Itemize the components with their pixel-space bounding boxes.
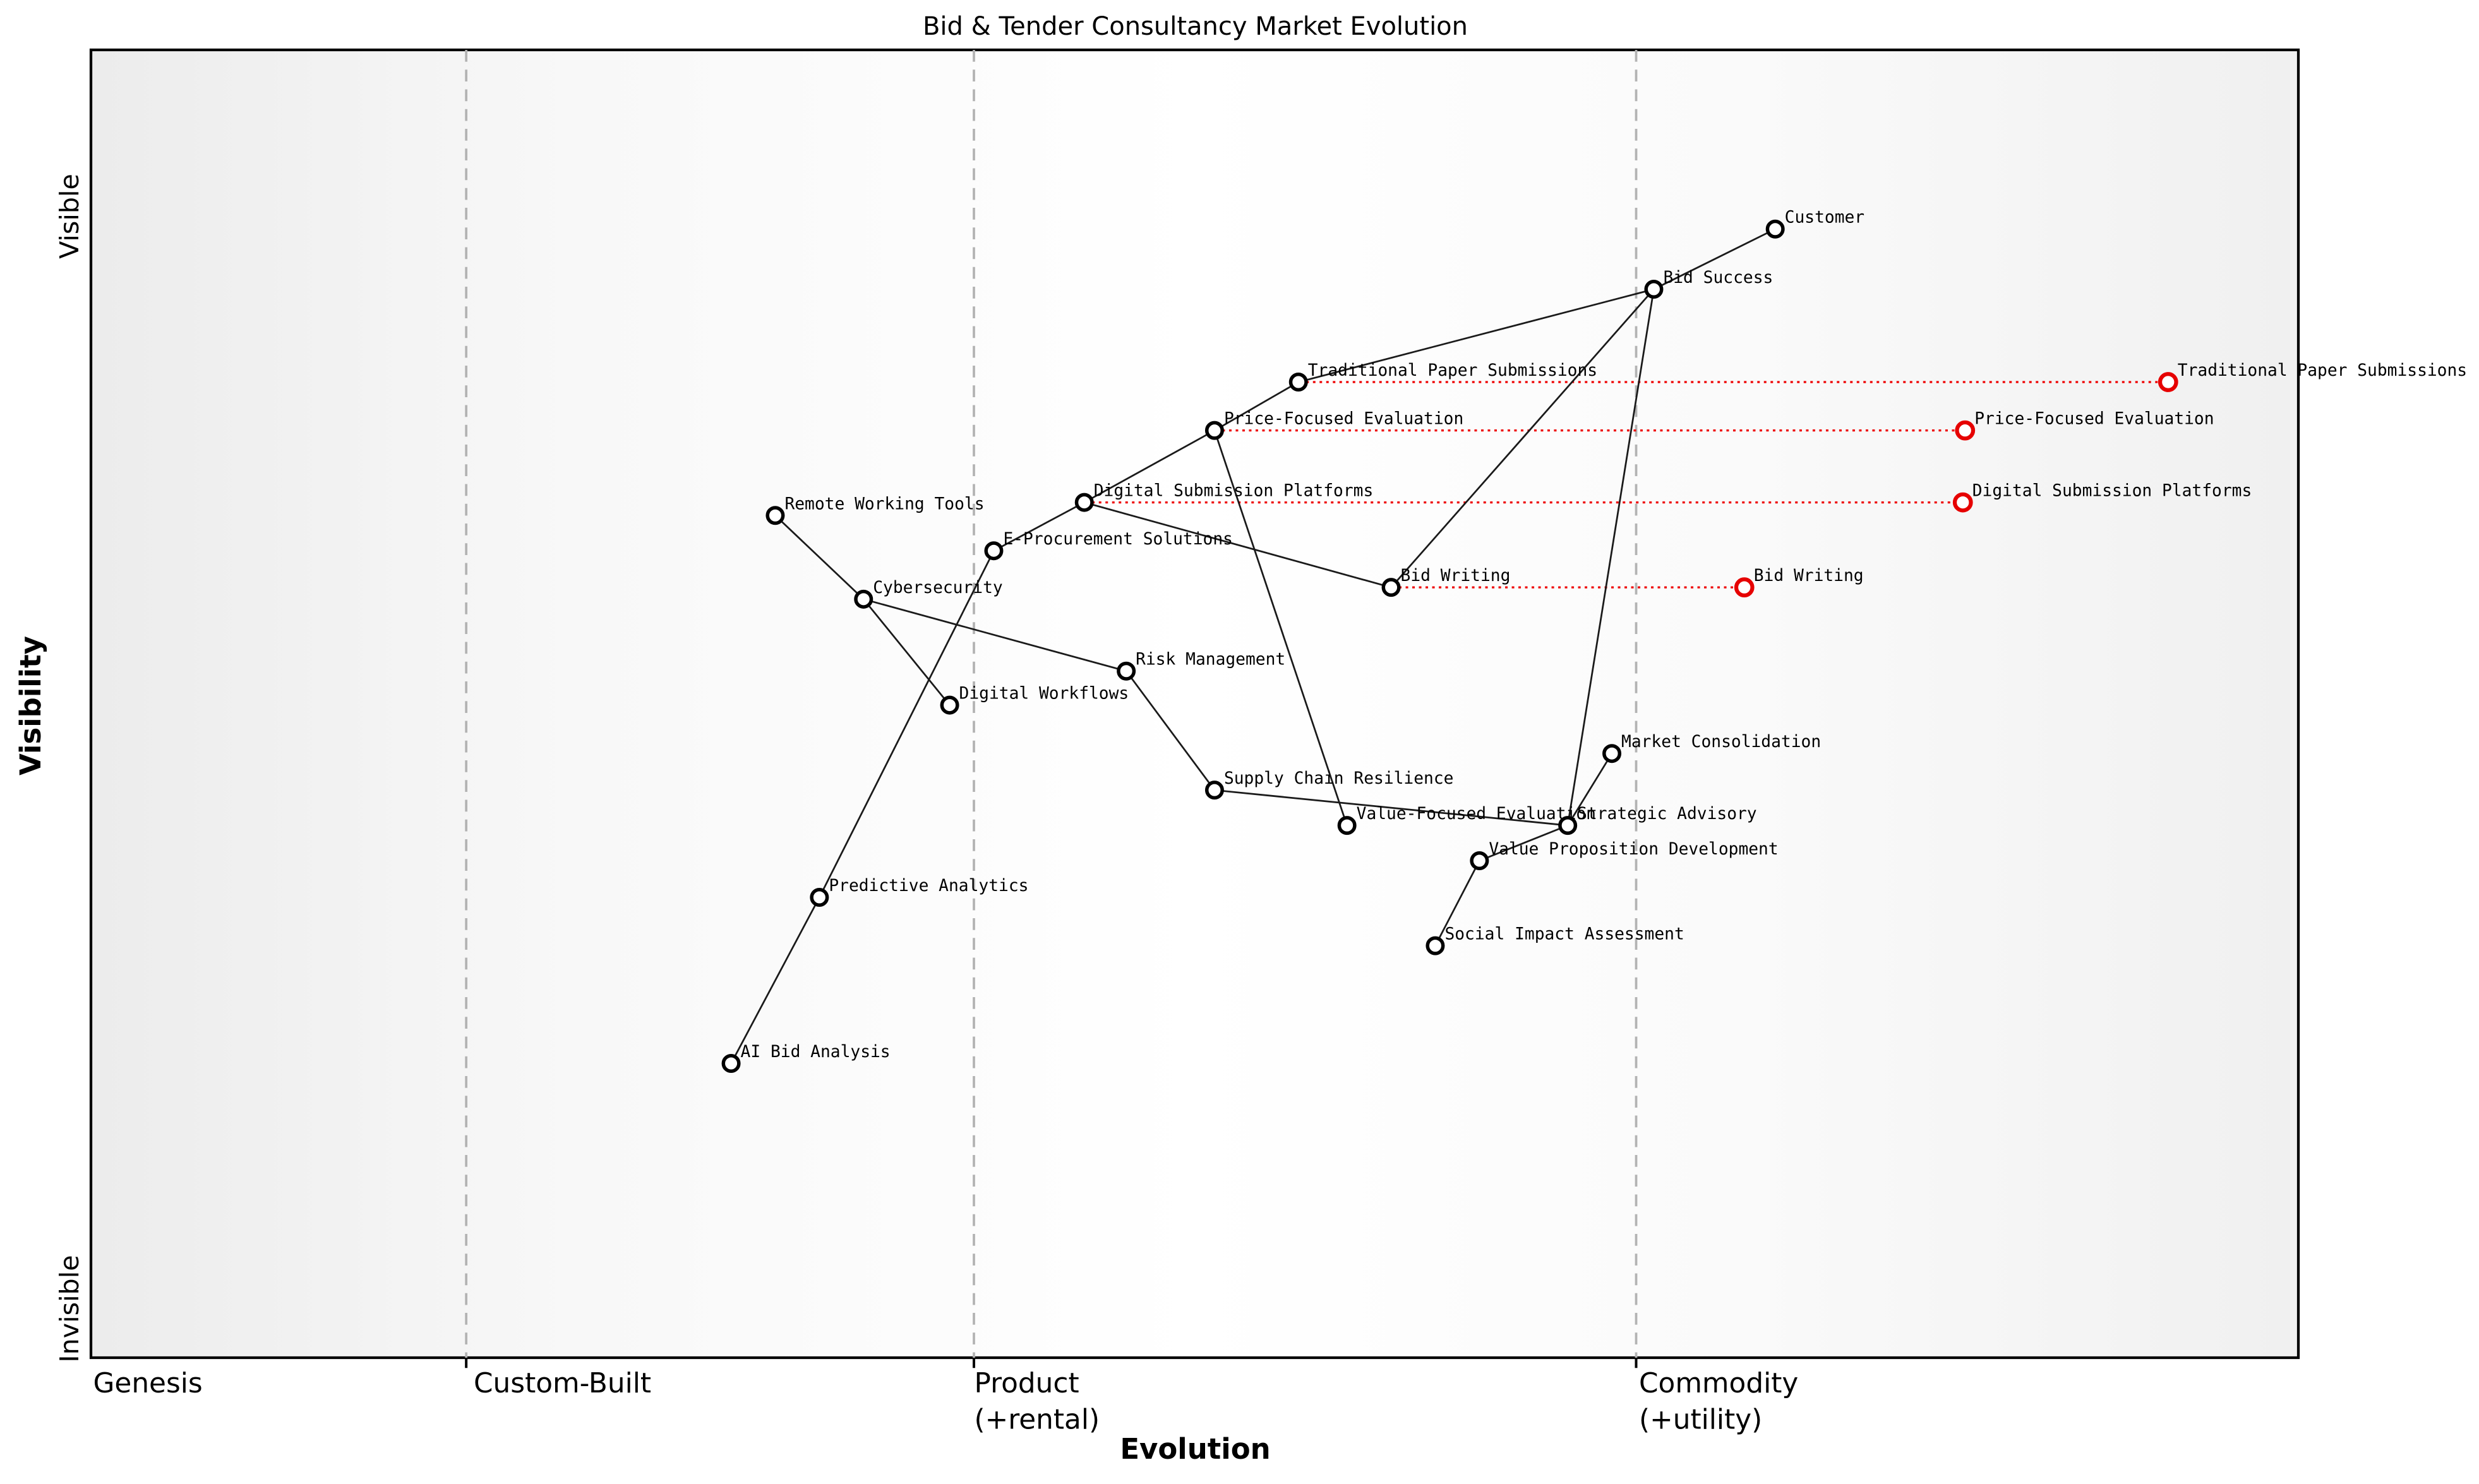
evolved-node-label-digital-submission-platforms: Digital Submission Platforms xyxy=(1972,482,2252,501)
map-node-strategic-advisory xyxy=(1558,816,1578,835)
node-label-bid-success: Bid Success xyxy=(1663,268,1773,287)
edge-strategic-advisory--market-consolidation xyxy=(1566,753,1613,826)
stage-label-commodity-text: Commodity xyxy=(1639,1368,1799,1401)
map-node-value-focused-evaluation xyxy=(1337,816,1357,835)
map-node-market-consolidation xyxy=(1602,744,1622,763)
stage-label-custom-built: Custom-Built xyxy=(474,1367,651,1403)
evolved-node-digital-submission-platforms xyxy=(1952,492,1973,513)
map-node-bid-success xyxy=(1644,279,1664,299)
node-label-ai-bid-analysis: AI Bid Analysis xyxy=(741,1043,891,1062)
map-node-customer xyxy=(1765,219,1785,239)
node-label-value-proposition-development: Value Proposition Development xyxy=(1489,840,1778,859)
edge-digital-submission-platforms--e-procurement-solutions xyxy=(993,501,1085,552)
stage-label-commodity: Commodity (+utility) xyxy=(1639,1367,1798,1439)
node-label-price-focused-evaluation: Price-Focused Evaluation xyxy=(1224,410,1463,429)
evolved-node-label-traditional-paper-submissions: Traditional Paper Submissions xyxy=(2178,361,2467,380)
stage-label-genesis-text: Genesis xyxy=(93,1368,203,1401)
y-axis-top-label: Visible xyxy=(54,172,85,258)
edge-price-focused-evaluation--digital-submission-platforms xyxy=(1084,429,1215,503)
edge-strategic-advisory--value-proposition-development xyxy=(1479,824,1568,862)
node-label-digital-workflows: Digital Workflows xyxy=(959,685,1129,703)
map-node-risk-management xyxy=(1117,661,1136,681)
edge-predictive-analytics--ai-bid-analysis xyxy=(730,897,820,1064)
node-label-strategic-advisory: Strategic Advisory xyxy=(1577,805,1756,823)
plot-area xyxy=(89,48,2300,1360)
evolved-node-price-focused-evaluation xyxy=(1955,420,1976,441)
evolved-node-traditional-paper-submissions xyxy=(2158,372,2178,392)
edge-traditional-paper-submissions--price-focused-evaluation xyxy=(1214,381,1299,431)
evolved-node-label-bid-writing: Bid Writing xyxy=(1754,566,1864,585)
map-node-traditional-paper-submissions xyxy=(1288,373,1308,392)
map-node-bid-writing xyxy=(1381,578,1401,597)
node-label-customer: Customer xyxy=(1785,208,1864,227)
stage-label-product: Product (+rental) xyxy=(975,1367,1100,1439)
map-node-value-proposition-development xyxy=(1470,851,1489,871)
stage-label-custom-built-text: Custom-Built xyxy=(474,1368,652,1401)
stage-label-product-sub: (+rental) xyxy=(974,1404,1100,1437)
node-label-remote-working-tools: Remote Working Tools xyxy=(784,494,984,513)
node-label-bid-writing: Bid Writing xyxy=(1401,566,1511,585)
node-label-supply-chain-resilience: Supply Chain Resilience xyxy=(1224,769,1454,788)
stage-label-product-text: Product xyxy=(974,1368,1079,1401)
stage-label-commodity-sub: (+utility) xyxy=(1639,1404,1763,1437)
map-node-e-procurement-solutions xyxy=(984,541,1004,561)
node-label-risk-management: Risk Management xyxy=(1136,650,1285,669)
edge-value-proposition-development--social-impact-assessment xyxy=(1434,860,1480,947)
map-node-supply-chain-resilience xyxy=(1204,781,1224,800)
y-axis-title: Visibility xyxy=(15,635,49,776)
node-label-cybersecurity: Cybersecurity xyxy=(873,578,1002,597)
node-label-value-focused-evaluation: Value-Focused Evaluation xyxy=(1357,805,1596,823)
map-node-remote-working-tools xyxy=(765,506,785,525)
edge-bid-writing--bid-success xyxy=(1390,289,1655,589)
edge-price-focused-evaluation--value-focused-evaluation xyxy=(1213,430,1348,826)
edge-bid-success--traditional-paper-submissions xyxy=(1298,288,1654,383)
map-node-digital-workflows xyxy=(940,695,959,715)
map-node-price-focused-evaluation xyxy=(1204,421,1224,440)
edge-digital-submission-platforms--bid-writing xyxy=(1084,501,1391,589)
node-label-traditional-paper-submissions: Traditional Paper Submissions xyxy=(1308,361,1597,380)
y-axis-bottom-label: Invisible xyxy=(54,1255,85,1363)
evolved-node-label-price-focused-evaluation: Price-Focused Evaluation xyxy=(1974,410,2214,429)
edge-customer--bid-success xyxy=(1653,228,1776,290)
evolved-node-bid-writing xyxy=(1734,577,1755,598)
map-node-cybersecurity xyxy=(854,589,873,609)
node-label-market-consolidation: Market Consolidation xyxy=(1621,733,1821,751)
x-axis-title: Evolution xyxy=(1120,1433,1271,1467)
stage-label-genesis: Genesis xyxy=(93,1367,203,1403)
chart-title: Bid & Tender Consultancy Market Evolutio… xyxy=(922,10,1468,40)
edge-cybersecurity--risk-management xyxy=(863,598,1127,673)
node-label-social-impact-assessment: Social Impact Assessment xyxy=(1444,925,1684,944)
node-label-predictive-analytics: Predictive Analytics xyxy=(829,877,1028,895)
map-node-digital-submission-platforms xyxy=(1074,493,1094,512)
edge-bid-success--strategic-advisory xyxy=(1566,289,1655,826)
edge-cybersecurity--digital-workflows xyxy=(863,598,951,706)
edge-risk-management--supply-chain-resilience xyxy=(1125,670,1216,791)
edge-supply-chain-resilience--strategic-advisory xyxy=(1214,789,1568,827)
node-label-e-procurement-solutions: E-Procurement Solutions xyxy=(1003,530,1233,549)
map-node-social-impact-assessment xyxy=(1426,936,1445,955)
edge-e-procurement-solutions--predictive-analytics xyxy=(819,550,995,898)
map-node-ai-bid-analysis xyxy=(721,1054,741,1074)
edge-remote-working-tools--cybersecurity xyxy=(774,515,865,600)
map-node-predictive-analytics xyxy=(810,888,829,907)
node-label-digital-submission-platforms: Digital Submission Platforms xyxy=(1094,482,1374,501)
